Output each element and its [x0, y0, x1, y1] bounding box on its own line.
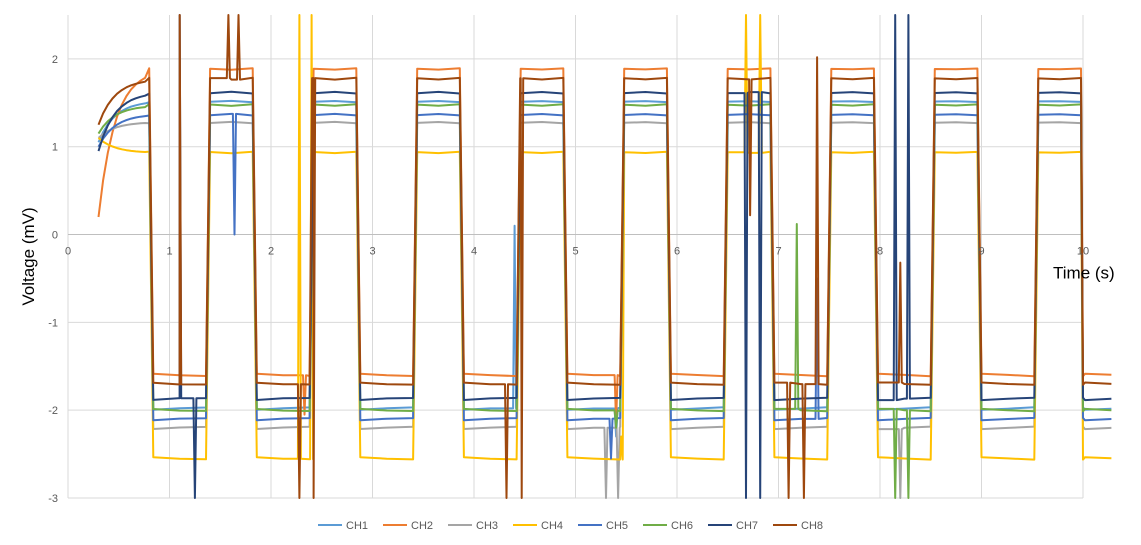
series-lines: [97, 14, 1112, 499]
legend-label-ch5: CH5: [606, 520, 628, 532]
legend-label-ch1: CH1: [346, 520, 368, 532]
y-tick-label: -2: [48, 405, 58, 417]
series-line-ch6: [97, 103, 1112, 499]
x-axis-label: Time (s): [1053, 264, 1115, 283]
y-tick-label: 1: [52, 142, 58, 154]
series-line-ch2: [97, 67, 1112, 425]
x-tick-label: 5: [572, 246, 578, 258]
series-line-ch8: [97, 14, 1112, 499]
x-tick-label: 10: [1077, 246, 1089, 258]
y-tick-label: 0: [52, 230, 58, 242]
legend-label-ch2: CH2: [411, 520, 433, 532]
legend-label-ch4: CH4: [541, 520, 563, 532]
legend-label-ch3: CH3: [476, 520, 498, 532]
series-line-ch5: [97, 112, 1112, 460]
legend-label-ch7: CH7: [736, 520, 758, 532]
x-tick-label: 2: [268, 246, 274, 258]
legend-label-ch8: CH8: [801, 520, 823, 532]
series-line-ch4: [97, 14, 1112, 461]
x-tick-label: 9: [978, 246, 984, 258]
x-tick-label: 0: [65, 246, 71, 258]
tick-labels: -3 -2 -1 0 1 2 0 1 2 3 4 5 6 7 8 9 10: [48, 54, 1089, 505]
legend: CH1 CH2 CH3 CH4 CH5 CH6 CH7 CH8: [318, 520, 823, 532]
x-tick-label: 4: [471, 246, 477, 258]
y-tick-label: -1: [48, 317, 58, 329]
x-tick-label: 3: [369, 246, 375, 258]
x-tick-label: 8: [877, 246, 883, 258]
legend-label-ch6: CH6: [671, 520, 693, 532]
x-tick-label: 1: [166, 246, 172, 258]
series-line-ch3: [97, 120, 1112, 499]
x-tick-label: 6: [674, 246, 680, 258]
y-tick-label: 2: [52, 54, 58, 66]
x-tick-label: 7: [775, 246, 781, 258]
series-line-ch7: [97, 14, 1112, 499]
y-tick-label: -3: [48, 493, 58, 505]
y-axis-label: Voltage (mV): [19, 207, 38, 305]
